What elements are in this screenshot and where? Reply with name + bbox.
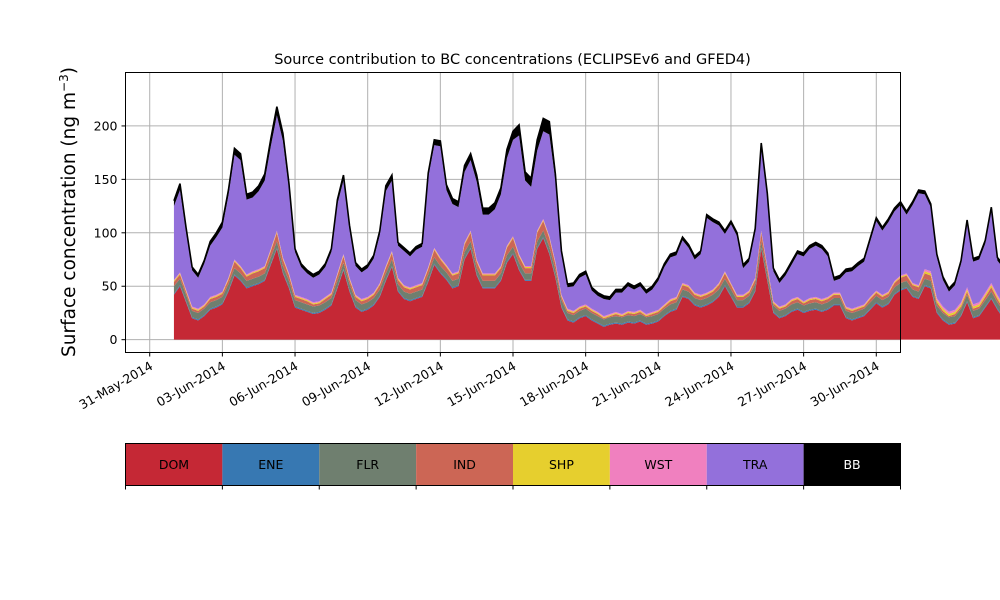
legend-label-bb: BB (843, 457, 860, 472)
y-axis: 0 50 100 150 200 (94, 118, 126, 347)
x-tick-label: 15-Jun-2014 (444, 358, 518, 409)
x-tick-label: 30-Jun-2014 (808, 358, 882, 409)
y-tick-label: 0 (110, 332, 118, 347)
legend-swatch-flr (319, 443, 417, 486)
area-tra (173, 115, 1000, 317)
legend-label-tra: TRA (742, 457, 768, 472)
x-tick-label: 24-Jun-2014 (662, 358, 736, 409)
area-dom (173, 238, 1000, 340)
legend-label-wst: WST (644, 457, 672, 472)
legend-swatch-dom (125, 443, 223, 486)
x-tick-label: 09-Jun-2014 (299, 358, 373, 409)
area-shp (173, 219, 1000, 319)
y-axis-label-sup: −3 (57, 74, 71, 92)
x-tick-label: 21-Jun-2014 (590, 358, 664, 409)
x-tick-label: 31-May-2014 (76, 358, 155, 412)
area-ind (173, 221, 1000, 320)
y-axis-label: Surface concentration (ng m−3) (57, 67, 80, 357)
y-tick-label: 50 (102, 279, 118, 294)
total-outline (173, 106, 1000, 298)
y-axis-label-close: ) (59, 67, 80, 74)
area-wst (173, 218, 1000, 318)
legend-swatch-wst (609, 443, 707, 486)
x-axis: 31-May-201403-Jun-201406-Jun-201409-Jun-… (76, 352, 882, 412)
x-tick-label: 27-Jun-2014 (735, 358, 809, 409)
legend-label-ene: ENE (258, 457, 283, 472)
legend-swatch-ene (222, 443, 320, 486)
legend-swatch-shp (513, 443, 610, 486)
legend-colorbar: DOM ENE FLR IND SHP WST TRA BB (125, 443, 901, 490)
legend-swatch-ind (416, 443, 513, 486)
x-tick-label: 18-Jun-2014 (517, 358, 591, 409)
legend-label-flr: FLR (356, 457, 379, 472)
y-tick-label: 100 (94, 225, 118, 240)
stacked-areas (173, 106, 1000, 340)
x-tick-label: 03-Jun-2014 (154, 358, 228, 409)
legend-label-ind: IND (453, 457, 476, 472)
y-tick-label: 200 (94, 118, 118, 133)
y-axis-label-main: Surface concentration (ng m (59, 92, 80, 357)
legend-swatch-tra (706, 443, 804, 486)
area-flr (173, 230, 1000, 326)
chart-title: Source contribution to BC concentrations… (274, 52, 751, 68)
x-tick-label: 06-Jun-2014 (226, 358, 300, 409)
legend-label-shp: SHP (549, 457, 574, 472)
x-tick-label: 12-Jun-2014 (372, 358, 446, 409)
legend-swatch-bb (803, 443, 901, 486)
y-tick-label: 150 (94, 172, 118, 187)
legend-label-dom: DOM (159, 457, 189, 472)
